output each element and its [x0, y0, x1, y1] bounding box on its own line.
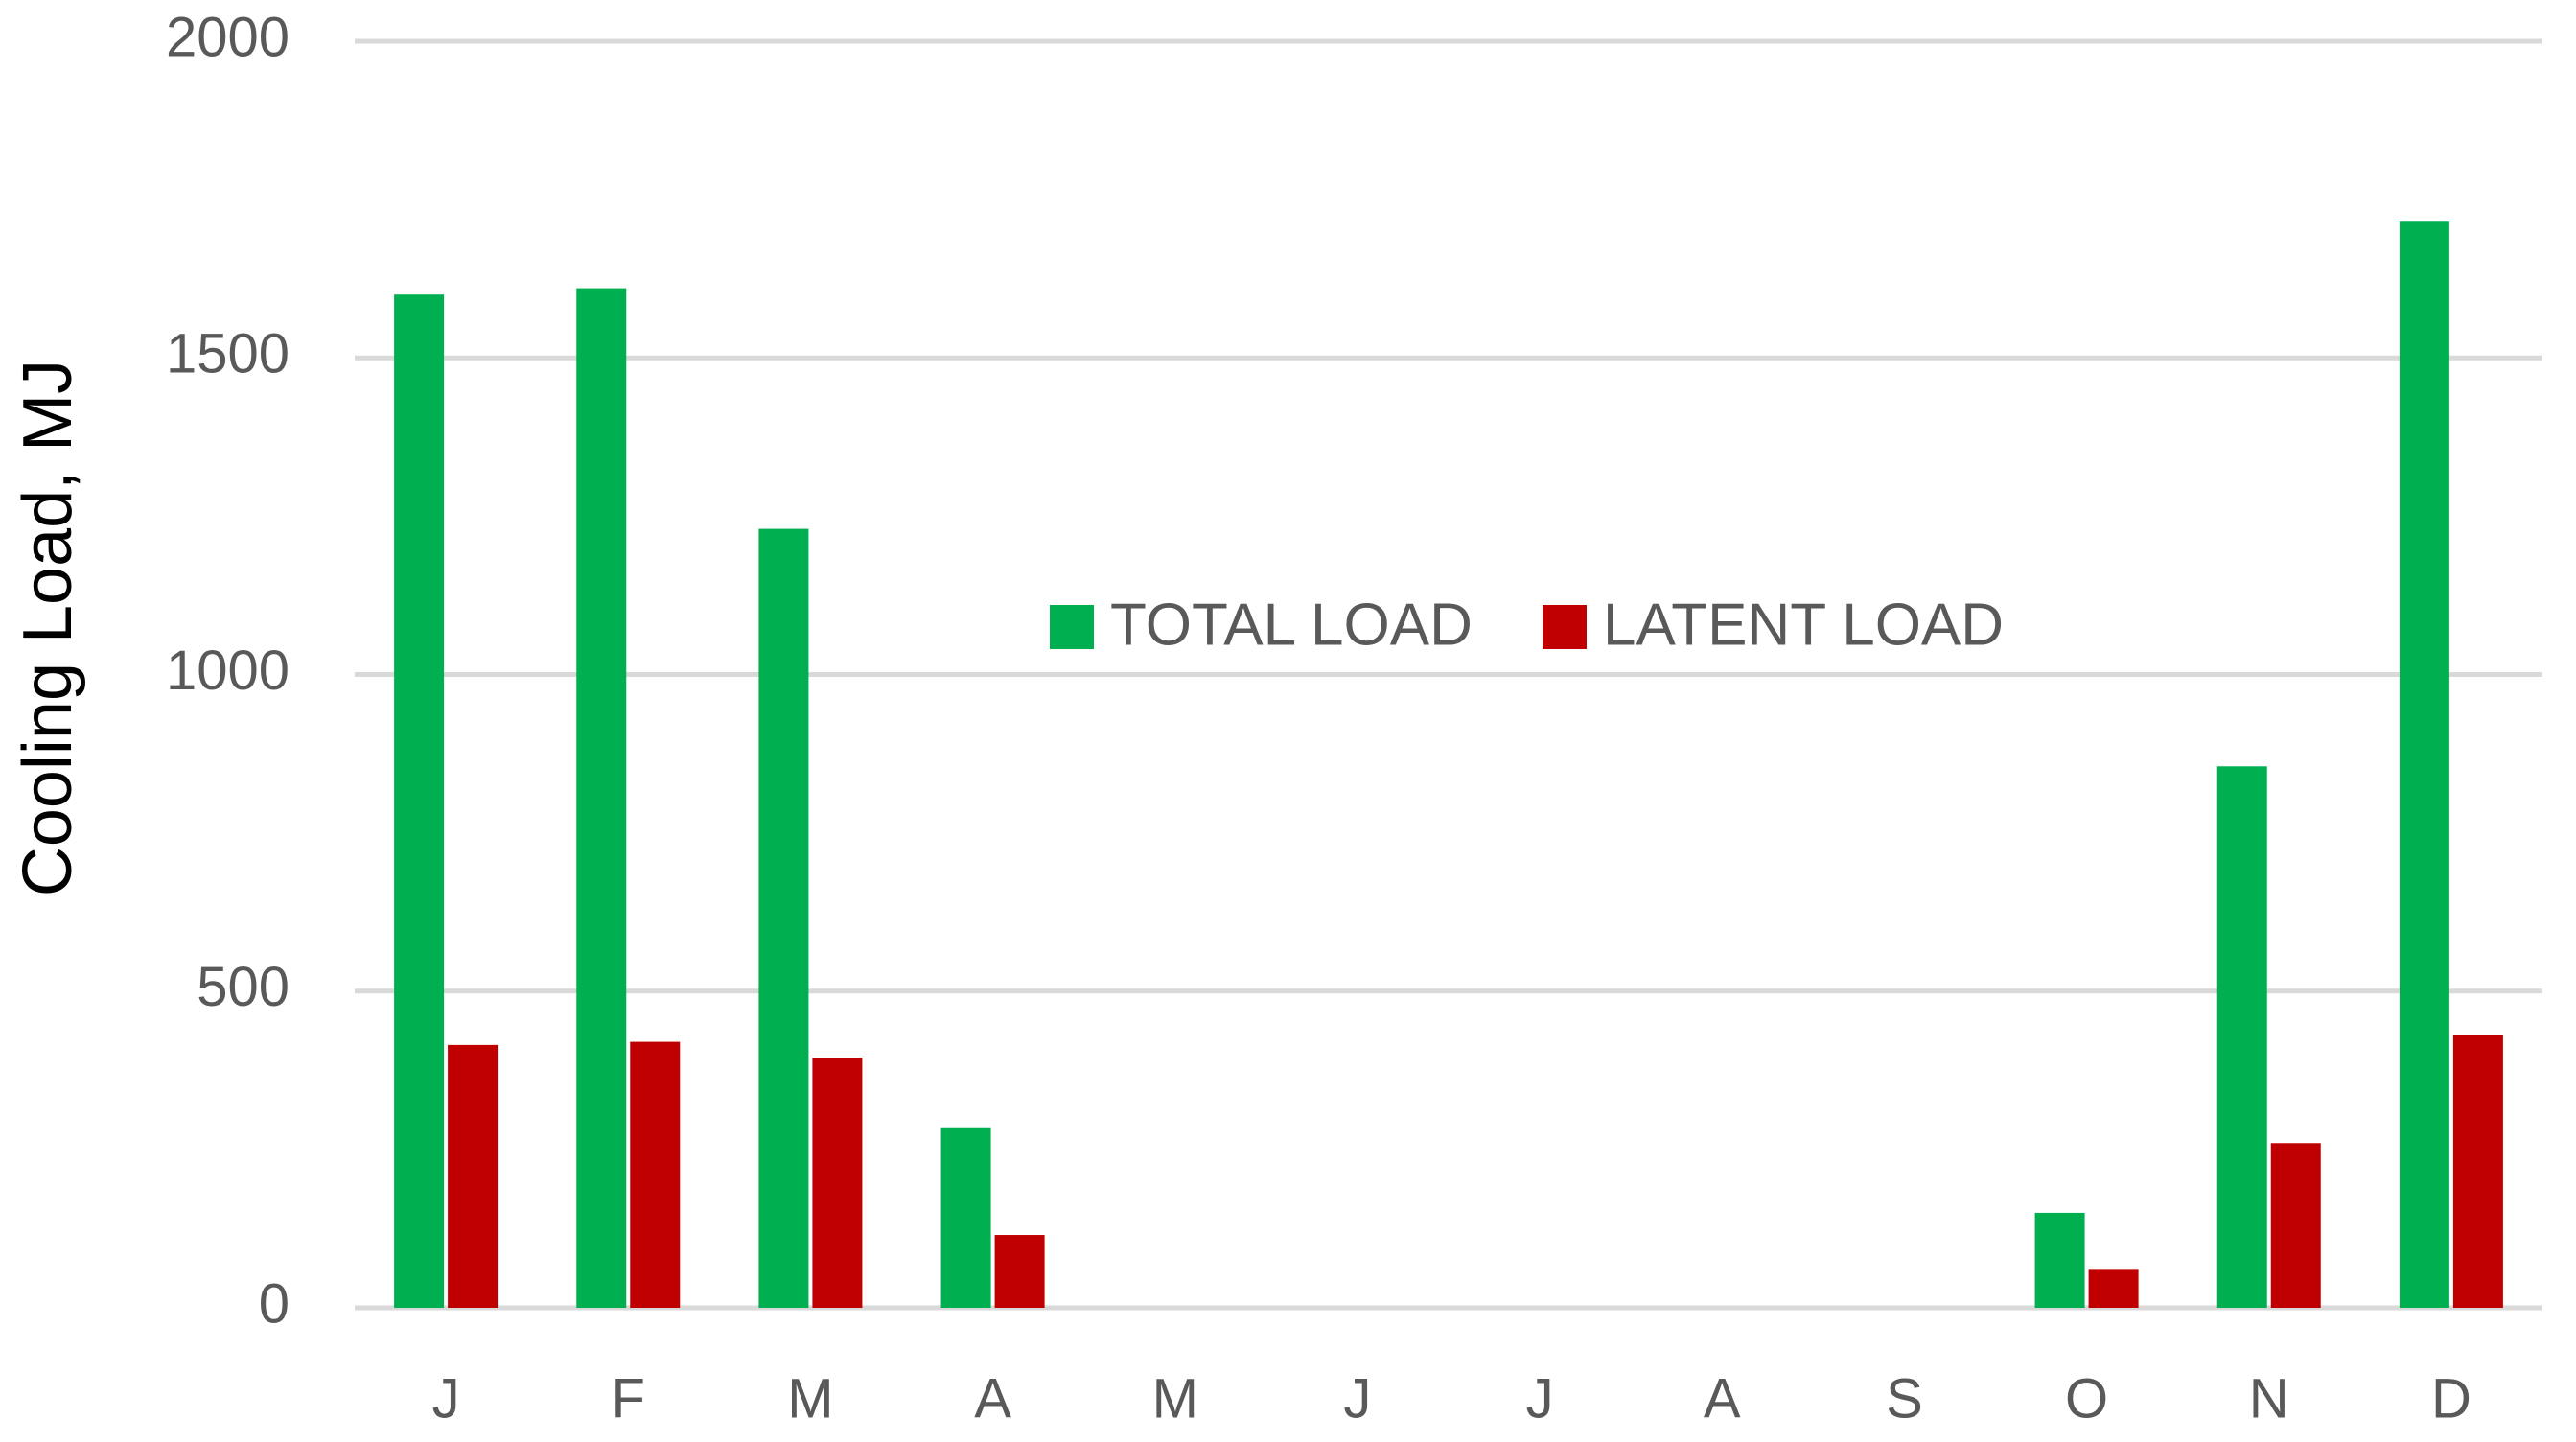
y-tick-label: 1500	[166, 323, 290, 385]
bar	[2399, 221, 2449, 1309]
y-tick-label: 500	[197, 956, 290, 1018]
x-tick-label: J	[432, 1367, 460, 1430]
x-tick-label: O	[2065, 1367, 2108, 1430]
bar	[448, 1044, 499, 1308]
x-tick-label: D	[2431, 1367, 2472, 1430]
x-tick-label: M	[1152, 1367, 1198, 1430]
x-tick-label: A	[974, 1367, 1011, 1430]
legend-label: LATENT LOAD	[1603, 592, 2004, 658]
x-tick-label: J	[1526, 1367, 1554, 1430]
y-tick-label: 1000	[166, 640, 290, 702]
legend-label: TOTAL LOAD	[1110, 592, 1473, 658]
x-tick-label: A	[1704, 1367, 1741, 1430]
x-tick-label: J	[1343, 1367, 1371, 1430]
bar	[994, 1235, 1045, 1308]
y-tick-label: 2000	[166, 6, 290, 68]
bar	[758, 528, 809, 1308]
legend-swatch	[1543, 605, 1587, 649]
x-tick-label: M	[787, 1367, 833, 1430]
bar	[2034, 1212, 2085, 1308]
bar	[2216, 766, 2267, 1308]
bar	[812, 1058, 863, 1308]
bar	[394, 294, 445, 1309]
x-tick-label: S	[1886, 1367, 1923, 1430]
y-tick-label: 0	[259, 1272, 290, 1335]
bar	[940, 1127, 991, 1308]
bar	[630, 1041, 681, 1308]
bar	[576, 288, 627, 1309]
x-tick-label: F	[612, 1367, 645, 1430]
x-tick-label: N	[2249, 1367, 2289, 1430]
bar	[2270, 1143, 2321, 1308]
legend-swatch	[1050, 605, 1094, 649]
bar	[2452, 1035, 2503, 1308]
y-axis-title: Cooling Load, MJ	[10, 360, 86, 896]
bar	[2088, 1269, 2139, 1308]
